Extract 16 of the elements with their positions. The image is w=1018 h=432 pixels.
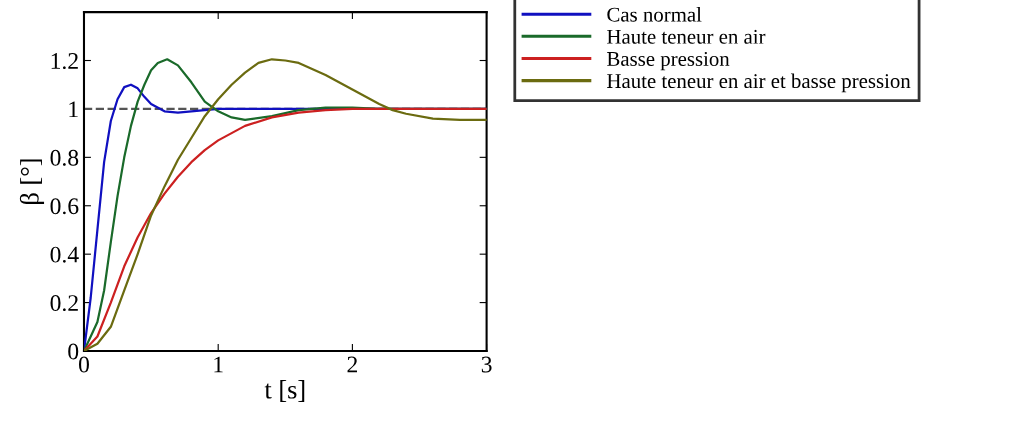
x-tick-label: 3 xyxy=(481,356,492,373)
x-axis-title: t [s] xyxy=(264,380,305,402)
y-tick-label: 0.4 xyxy=(50,246,79,263)
y-tick-label: 0.6 xyxy=(50,198,79,215)
legend-label: Cas normal xyxy=(607,7,702,22)
legend-label: Haute teneur en air et basse pression xyxy=(607,73,911,93)
y-tick-label: 0.2 xyxy=(50,295,78,312)
y-axis-title: β [°] xyxy=(19,159,45,204)
y-tick-label: 0.8 xyxy=(50,149,79,166)
x-tick-label: 2 xyxy=(347,356,357,373)
x-tick-label: 1 xyxy=(214,356,223,373)
y-tick-label: 0 xyxy=(68,343,79,360)
legend-label: Basse pression xyxy=(607,51,730,71)
y-tick-label: 1.2 xyxy=(51,53,78,70)
y-tick-label: 1 xyxy=(69,101,78,118)
legend-label: Haute teneur en air xyxy=(607,29,766,44)
